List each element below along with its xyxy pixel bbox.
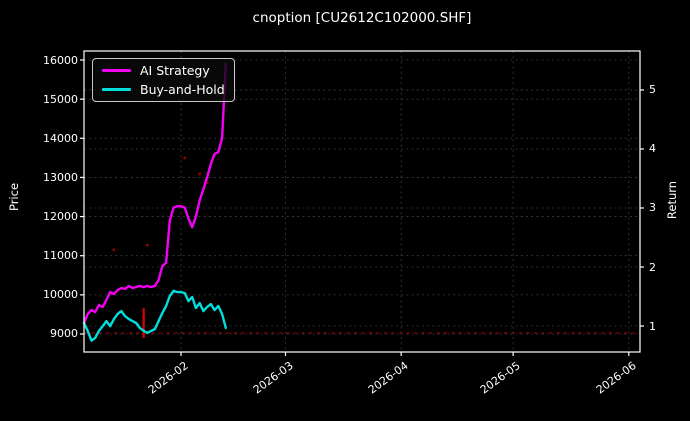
ai-strategy-line-swatch [102, 69, 131, 72]
tick-marks [80, 59, 644, 356]
price-tick-label: 9000 [50, 327, 78, 341]
data-series [82, 62, 228, 342]
gridlines [84, 51, 640, 352]
return-axis-label: Return [665, 180, 679, 220]
legend-item-buy-and-hold: Buy-and-Hold [93, 81, 234, 98]
return-tick-label: 5 [649, 83, 656, 97]
price-tick-label: 11000 [43, 249, 78, 263]
axes-spines [83, 50, 641, 353]
chart-title: cnoption [CU2612C102000.SHF] [252, 10, 472, 26]
return-tick-label: 3 [649, 201, 656, 215]
price-tick-label: 16000 [43, 53, 78, 67]
legend: AI Strategy Buy-and-Hold [92, 58, 235, 102]
legend-label-ai-strategy: AI Strategy [140, 63, 210, 78]
price-tick-label: 13000 [43, 170, 78, 184]
return-tick-label: 2 [649, 260, 656, 274]
buy-and-hold-line-swatch [102, 88, 131, 91]
price-tick-label: 12000 [43, 210, 78, 224]
red-annotations [84, 156, 640, 338]
price-tick-label: 14000 [43, 131, 78, 145]
return-tick-label: 1 [649, 319, 656, 333]
price-tick-label: 15000 [43, 92, 78, 106]
legend-item-ai-strategy: AI Strategy [93, 62, 234, 79]
price-tick-label: 10000 [43, 288, 78, 302]
return-tick-label: 4 [649, 142, 656, 156]
price-axis-label: Price [7, 182, 21, 212]
legend-label-buy-and-hold: Buy-and-Hold [140, 82, 225, 97]
